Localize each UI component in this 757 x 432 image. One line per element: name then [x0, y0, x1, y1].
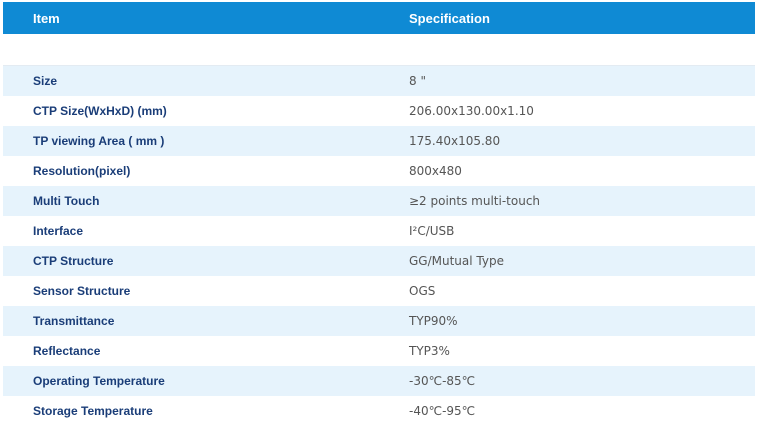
row-item-label: CTP Size(WxHxD) (mm)	[3, 96, 409, 126]
header-item: Item	[3, 2, 409, 34]
row-item-label: Transmittance	[3, 306, 409, 336]
row-spec-value: TYP3%	[409, 336, 755, 366]
table-row: CTP Size(WxHxD) (mm) 206.00x130.00x1.10	[3, 96, 755, 126]
table-row: Sensor Structure OGS	[3, 276, 755, 306]
table-row: Resolution(pixel) 800x480	[3, 156, 755, 186]
table-header-row: Item Specification	[3, 2, 755, 34]
row-item-label: Size	[3, 65, 409, 96]
row-item-label: CTP Structure	[3, 246, 409, 276]
table-row: Operating Temperature -30℃-85℃	[3, 366, 755, 396]
row-item-label: Multi Touch	[3, 186, 409, 216]
row-item-label: Operating Temperature	[3, 366, 409, 396]
table-spacer-row	[3, 34, 755, 66]
row-spec-value: 206.00x130.00x1.10	[409, 96, 755, 126]
row-spec-value: TYP90%	[409, 306, 755, 336]
row-item-label: Reflectance	[3, 336, 409, 366]
row-spec-value: 800x480	[409, 156, 755, 186]
row-spec-value: I²C/USB	[409, 216, 755, 246]
table-row: CTP Structure GG/Mutual Type	[3, 246, 755, 276]
table-row: Storage Temperature -40℃-95℃	[3, 396, 755, 426]
header-specification: Specification	[409, 2, 755, 34]
table-row: Size 8 "	[3, 65, 755, 96]
row-spec-value: -40℃-95℃	[409, 396, 755, 426]
row-spec-value: 175.40x105.80	[409, 126, 755, 156]
table-row: Reflectance TYP3%	[3, 336, 755, 366]
row-spec-value: 8 "	[409, 65, 755, 96]
row-item-label: Interface	[3, 216, 409, 246]
specification-table: Item Specification Size 8 " CTP Size(WxH…	[3, 2, 755, 426]
table-row: Transmittance TYP90%	[3, 306, 755, 336]
row-spec-value: GG/Mutual Type	[409, 246, 755, 276]
row-spec-value: OGS	[409, 276, 755, 306]
row-spec-value: ≥2 points multi-touch	[409, 186, 755, 216]
table-row: Multi Touch ≥2 points multi-touch	[3, 186, 755, 216]
table-row: Interface I²C/USB	[3, 216, 755, 246]
row-item-label: Storage Temperature	[3, 396, 409, 426]
row-spec-value: -30℃-85℃	[409, 366, 755, 396]
row-item-label: Resolution(pixel)	[3, 156, 409, 186]
row-item-label: TP viewing Area ( mm )	[3, 126, 409, 156]
table-row: TP viewing Area ( mm ) 175.40x105.80	[3, 126, 755, 156]
row-item-label: Sensor Structure	[3, 276, 409, 306]
